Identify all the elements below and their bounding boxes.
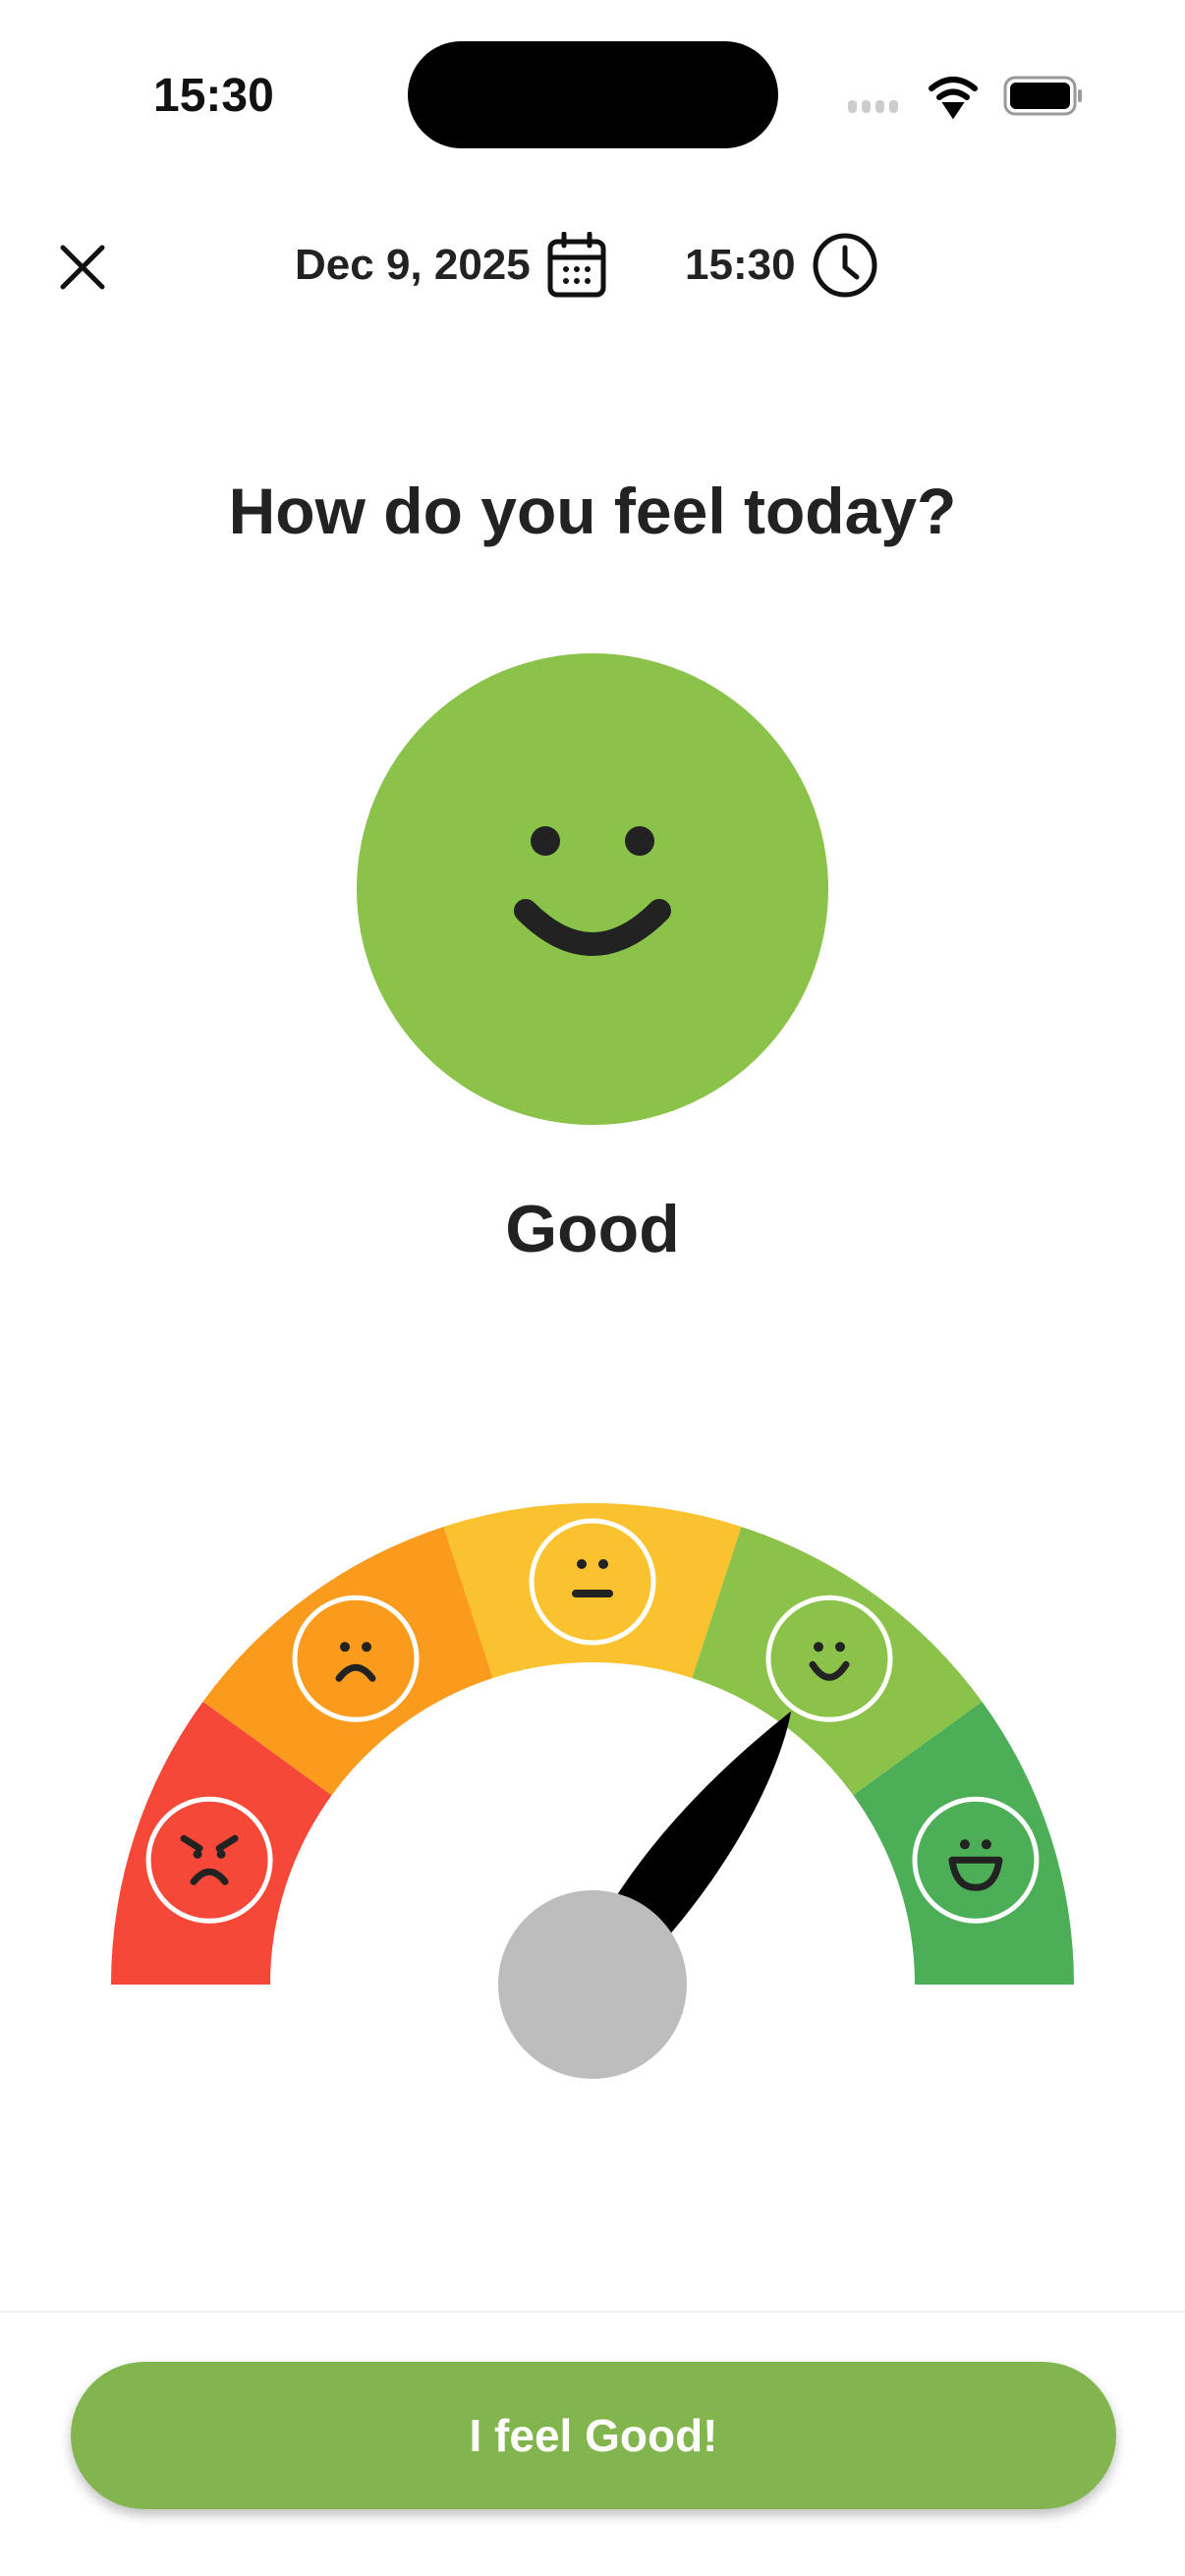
dynamic-island bbox=[408, 41, 778, 148]
time-picker-button[interactable]: 15:30 bbox=[685, 232, 878, 299]
gauge-segment-sad[interactable] bbox=[202, 1526, 493, 1796]
gauge-segment-happy[interactable] bbox=[692, 1526, 983, 1796]
neutral-face-icon[interactable] bbox=[529, 1518, 656, 1646]
face-eye bbox=[625, 826, 654, 856]
close-icon[interactable] bbox=[57, 242, 108, 293]
divider bbox=[0, 2311, 1185, 2313]
date-text: Dec 9, 2025 bbox=[295, 241, 531, 289]
gauge-needle[interactable] bbox=[594, 1692, 819, 1966]
time-text: 15:30 bbox=[685, 241, 796, 289]
cellular-signal-icon bbox=[848, 100, 898, 113]
submit-mood-button[interactable]: I feel Good! bbox=[71, 2362, 1116, 2509]
battery-icon bbox=[1003, 76, 1082, 116]
mood-gauge[interactable] bbox=[0, 1454, 1185, 2102]
gauge-hub bbox=[498, 1890, 687, 2079]
angry-face-icon[interactable] bbox=[145, 1796, 273, 1924]
page-title: How do you feel today? bbox=[228, 475, 957, 547]
face-eye bbox=[531, 826, 560, 856]
selected-mood-label: Good bbox=[505, 1192, 680, 1266]
calendar-icon bbox=[547, 232, 606, 298]
date-picker-button[interactable]: Dec 9, 2025 bbox=[295, 232, 607, 299]
very-happy-face-icon[interactable] bbox=[912, 1796, 1040, 1924]
clock-icon bbox=[813, 233, 877, 298]
mood-face-circle bbox=[357, 653, 828, 1125]
selected-mood-face bbox=[357, 653, 828, 1125]
status-icons bbox=[848, 76, 1082, 120]
wifi-icon bbox=[929, 77, 978, 120]
sad-face-icon[interactable] bbox=[292, 1595, 420, 1722]
happy-face-icon[interactable] bbox=[765, 1595, 893, 1722]
status-bar-time: 15:30 bbox=[153, 70, 274, 122]
